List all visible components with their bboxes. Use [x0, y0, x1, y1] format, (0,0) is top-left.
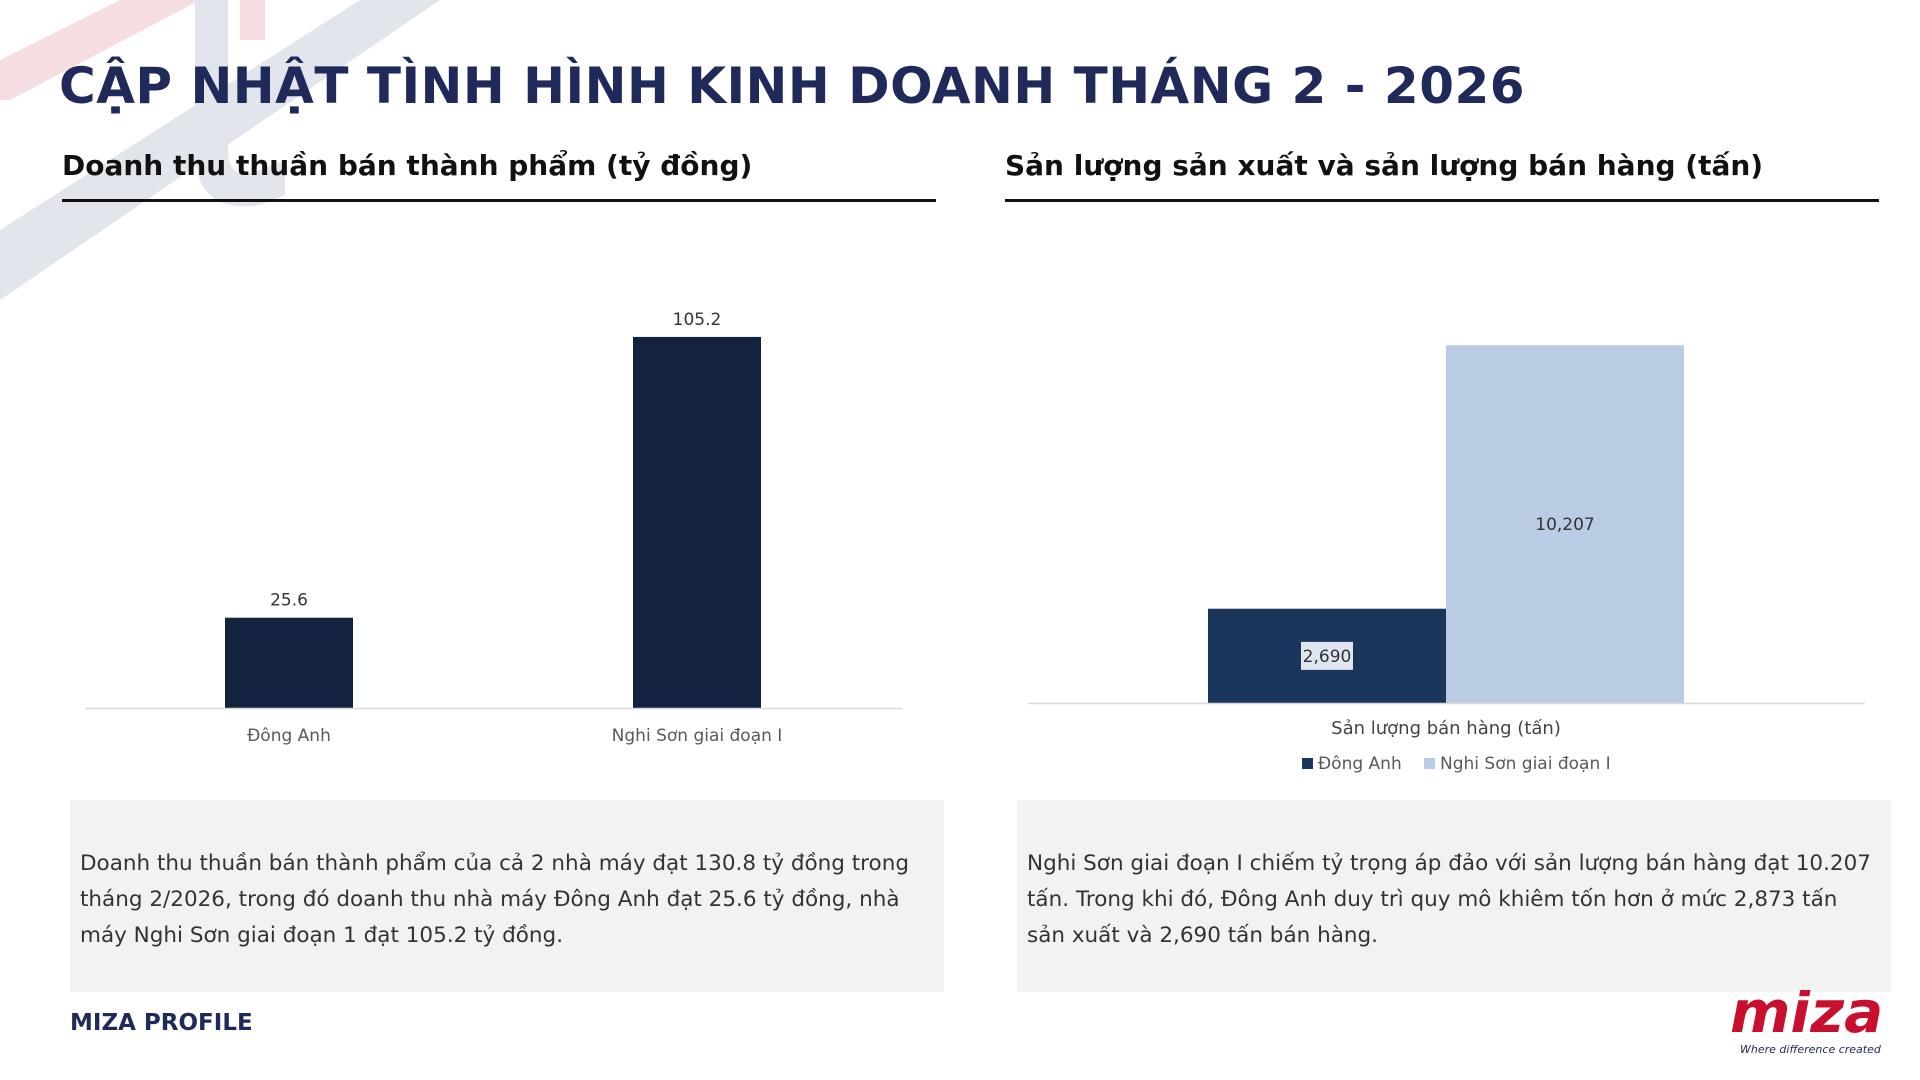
category-label: Nghi Sơn giai đoạn I [612, 726, 783, 746]
volume-bar-chart: 2,690 10,207 Sản lượng bán hàng (tấn) Đôn… [1005, 240, 1879, 780]
category-label: Sản lượng bán hàng (tấn) [1331, 718, 1561, 739]
right-section-rule [1005, 199, 1879, 202]
decorative-stripes [0, 0, 440, 300]
right-note: Nghi Sơn giai đoạn I chiếm tỷ trọng áp đ… [1017, 800, 1891, 992]
revenue-bar-chart-svg: 25.6 105.2 Đông Anh Nghi Sơn giai đoạn I [85, 310, 902, 746]
legend-label: Nghi Sơn giai đoạn I [1440, 754, 1611, 774]
page-title: CẬP NHẬT TÌNH HÌNH KINH DOANH THÁNG 2 - … [59, 57, 1526, 115]
data-label: 25.6 [270, 591, 308, 611]
bar [225, 617, 353, 708]
bar [633, 336, 761, 708]
miza-logo: miza Where difference created [1730, 990, 1883, 1056]
data-label: 2,690 [1303, 647, 1352, 667]
left-section-rule [62, 199, 936, 202]
revenue-bar-chart: 25.6 105.2 Đông Anh Nghi Sơn giai đoạn I [62, 240, 936, 760]
logo-tagline: Where difference created [1740, 1043, 1882, 1056]
right-section-title: Sản lượng sản xuất và sản lượng bán hàng… [1005, 149, 1764, 182]
data-label: 105.2 [673, 310, 722, 330]
data-label-box [1301, 641, 1353, 670]
left-note: Doanh thu thuần bán thành phẩm của cả 2 … [70, 800, 944, 992]
data-label: 10,207 [1535, 515, 1594, 535]
category-label: Đông Anh [247, 726, 331, 746]
legend-swatch [1424, 758, 1435, 769]
legend-swatch [1302, 758, 1313, 769]
bar [1446, 345, 1684, 703]
footer-label: MIZA PROFILE [70, 1010, 253, 1036]
legend-label: Đông Anh [1318, 754, 1402, 774]
left-section-title: Doanh thu thuần bán thành phẩm (tỷ đồng) [62, 149, 753, 182]
volume-bar-chart-svg: 2,690 10,207 Sản lượng bán hàng (tấn) Đôn… [1028, 345, 1865, 774]
logo-word: miza [1730, 990, 1883, 1046]
